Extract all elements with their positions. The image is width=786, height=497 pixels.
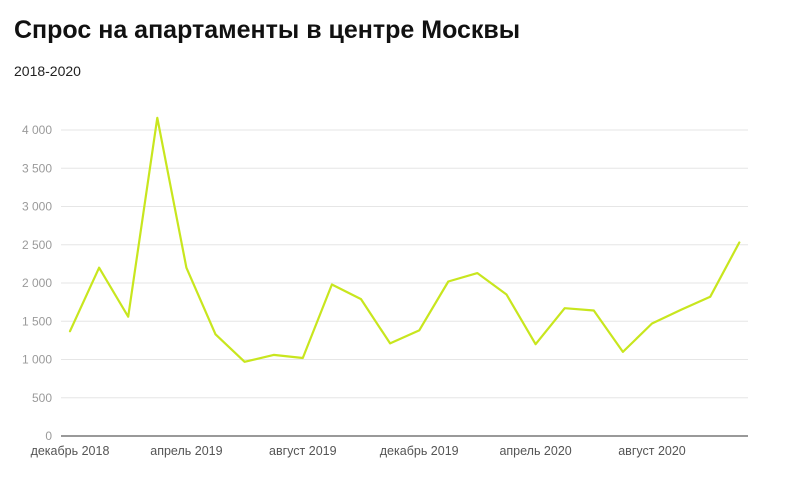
data-point [678,307,684,313]
data-point [125,314,131,320]
x-tick-label: август 2020 [618,444,686,458]
data-point [387,340,393,346]
data-point [504,292,510,298]
data-point [533,341,539,347]
y-tick-label: 2 000 [22,276,52,290]
y-tick-label: 3 000 [22,200,52,214]
data-point [562,305,568,311]
data-point [591,308,597,314]
data-point [358,296,364,302]
data-point [300,355,306,361]
data-point [736,240,742,246]
data-point [242,359,248,365]
x-tick-label: декабрь 2018 [31,444,110,458]
y-tick-label: 1 500 [22,314,52,328]
data-point [649,321,655,327]
x-tick-label: апрель 2019 [150,444,222,458]
y-axis-ticks: 0 500 1 000 1 500 2 000 2 500 3 000 3 500 4 000 [22,123,52,443]
data-point [707,294,713,300]
y-tick-label: 0 [45,429,52,443]
data-point [213,331,219,337]
data-point [154,115,160,121]
y-tick-label: 4 000 [22,123,52,137]
gridlines [61,129,748,399]
y-tick-label: 2 500 [22,238,52,252]
data-point [67,328,73,334]
data-point [416,327,422,333]
data-point [445,279,451,285]
data-point [271,352,277,358]
series-line [68,116,741,363]
series-layer [67,115,742,365]
y-tick-label: 1 000 [22,353,52,367]
chart-subtitle: 2018-2020 [14,63,81,79]
data-point [329,282,335,288]
y-tick-label: 3 500 [22,161,52,175]
x-axis-ticks: декабрь 2018 апрель 2019 август 2019 декабр… [31,444,686,458]
y-tick-label: 500 [32,391,52,405]
data-point [620,349,626,355]
data-point [183,265,189,271]
x-tick-label: август 2019 [269,444,337,458]
chart-title: Спрос на апартаменты в центре Москвы [14,16,521,44]
x-tick-label: апрель 2020 [499,444,571,458]
data-point [96,265,102,271]
x-tick-label: декабрь 2019 [380,444,459,458]
data-point [474,270,480,276]
